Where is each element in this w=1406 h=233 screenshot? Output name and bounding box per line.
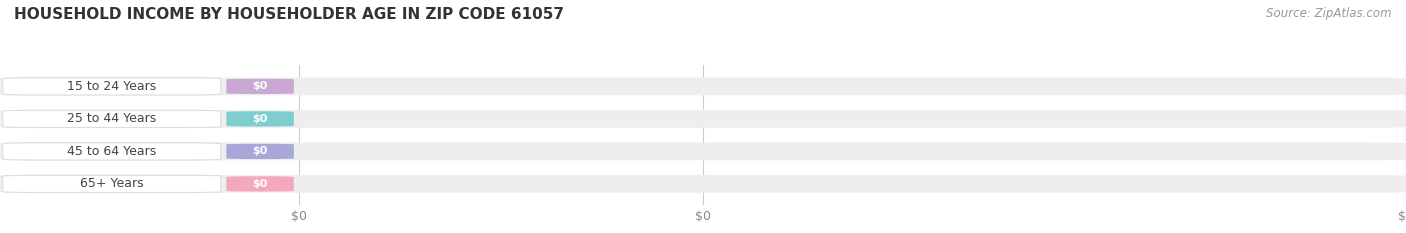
FancyBboxPatch shape (3, 110, 221, 127)
FancyBboxPatch shape (3, 78, 221, 95)
Text: $0: $0 (253, 146, 267, 156)
FancyBboxPatch shape (0, 110, 1406, 128)
Text: HOUSEHOLD INCOME BY HOUSEHOLDER AGE IN ZIP CODE 61057: HOUSEHOLD INCOME BY HOUSEHOLDER AGE IN Z… (14, 7, 564, 22)
FancyBboxPatch shape (3, 143, 221, 160)
FancyBboxPatch shape (226, 144, 294, 159)
Text: Source: ZipAtlas.com: Source: ZipAtlas.com (1267, 7, 1392, 20)
Text: 15 to 24 Years: 15 to 24 Years (67, 80, 156, 93)
Text: $0: $0 (253, 114, 267, 124)
Text: $0: $0 (253, 179, 267, 189)
FancyBboxPatch shape (0, 175, 1406, 193)
Text: 65+ Years: 65+ Years (80, 177, 143, 190)
FancyBboxPatch shape (226, 111, 294, 127)
FancyBboxPatch shape (0, 142, 1406, 160)
FancyBboxPatch shape (226, 176, 294, 192)
Text: 45 to 64 Years: 45 to 64 Years (67, 145, 156, 158)
FancyBboxPatch shape (0, 77, 1406, 95)
FancyBboxPatch shape (226, 79, 294, 94)
Text: $0: $0 (253, 81, 267, 91)
Text: 25 to 44 Years: 25 to 44 Years (67, 112, 156, 125)
FancyBboxPatch shape (3, 175, 221, 192)
